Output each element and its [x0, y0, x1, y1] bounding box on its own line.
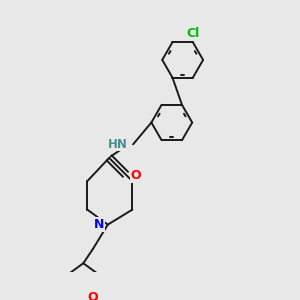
Text: O: O [87, 291, 98, 300]
Text: O: O [130, 169, 141, 182]
Text: Cl: Cl [186, 27, 200, 40]
Text: N: N [94, 218, 104, 231]
Text: HN: HN [108, 138, 128, 151]
